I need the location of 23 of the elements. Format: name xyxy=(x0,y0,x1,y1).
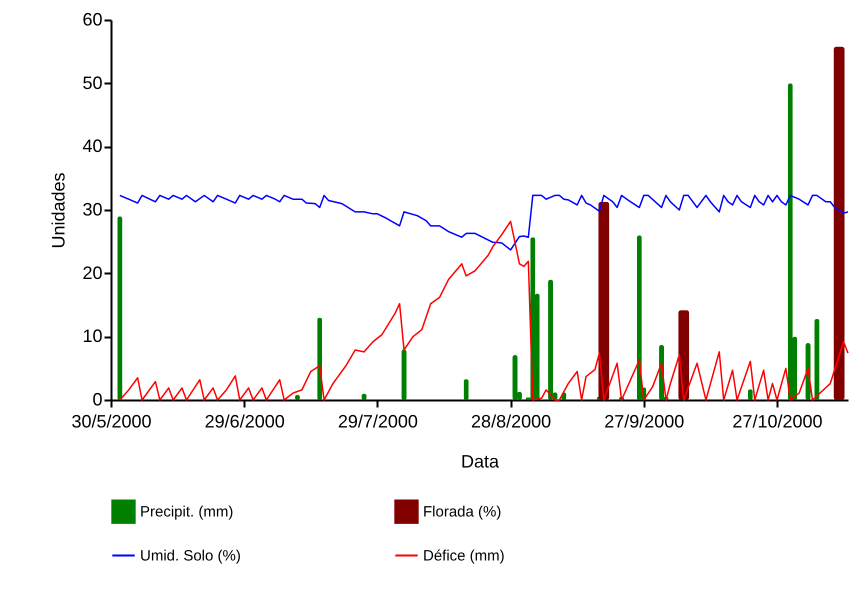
y-tick-label: 30 xyxy=(82,200,102,220)
legend-label: Precipit. (mm) xyxy=(140,504,234,521)
bar xyxy=(834,46,845,400)
y-tick-label: 60 xyxy=(82,10,102,30)
y-tick-label: 0 xyxy=(92,390,102,410)
legend-label: Umid. Solo (%) xyxy=(140,548,241,564)
legend-label: Florada (%) xyxy=(423,504,502,521)
line-series xyxy=(119,194,849,251)
x-tick-label: 28/8/2000 xyxy=(471,412,552,432)
x-tick-label: 29/7/2000 xyxy=(338,412,418,432)
x-axis-title: Data xyxy=(460,452,500,472)
legend-label: Défice (mm) xyxy=(423,548,505,564)
bar xyxy=(598,202,610,400)
x-tick-label: 27/10/2000 xyxy=(732,412,823,432)
x-tick-label: 29/6/2000 xyxy=(204,412,285,432)
y-tick-label: 20 xyxy=(82,262,102,283)
line-series xyxy=(119,220,849,401)
y-axis-title: Unidades xyxy=(48,172,68,249)
x-tick-label: 27/9/2000 xyxy=(604,412,684,432)
y-tick-label: 40 xyxy=(82,136,102,156)
x-tick-label: 30/5/2000 xyxy=(71,412,152,432)
y-tick-label: 50 xyxy=(82,72,102,93)
y-tick-label: 10 xyxy=(82,326,102,346)
